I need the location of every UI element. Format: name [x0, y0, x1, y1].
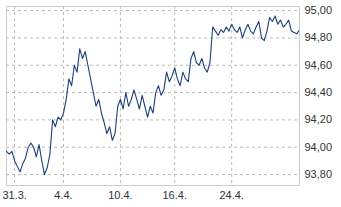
svg-text:94,80: 94,80 — [305, 31, 333, 43]
svg-text:94,00: 94,00 — [305, 141, 333, 153]
svg-text:94,40: 94,40 — [305, 86, 333, 98]
svg-text:24.4.: 24.4. — [219, 189, 243, 201]
svg-text:31.3.: 31.3. — [2, 189, 26, 201]
svg-text:4.4.: 4.4. — [54, 189, 72, 201]
svg-text:16.4.: 16.4. — [162, 189, 186, 201]
svg-text:94,60: 94,60 — [305, 59, 333, 71]
svg-text:93,80: 93,80 — [305, 168, 333, 180]
svg-text:95,00: 95,00 — [305, 4, 333, 16]
svg-text:94,20: 94,20 — [305, 113, 333, 125]
svg-text:10.4.: 10.4. — [108, 189, 132, 201]
